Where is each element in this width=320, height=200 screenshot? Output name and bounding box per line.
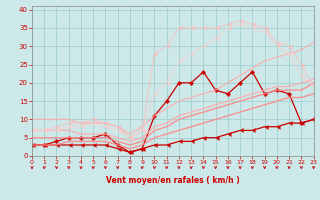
X-axis label: Vent moyen/en rafales ( km/h ): Vent moyen/en rafales ( km/h ): [106, 176, 240, 185]
